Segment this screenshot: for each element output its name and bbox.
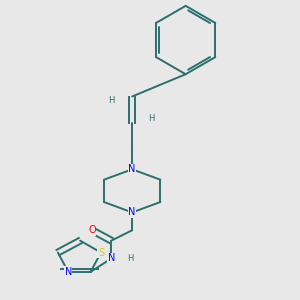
- Text: H: H: [108, 97, 115, 106]
- Text: N: N: [128, 164, 136, 174]
- Text: H: H: [128, 254, 134, 263]
- Text: H: H: [148, 114, 155, 123]
- Text: N: N: [108, 254, 115, 263]
- Text: N: N: [64, 267, 72, 277]
- Text: N: N: [128, 207, 136, 218]
- Text: S: S: [98, 248, 104, 257]
- Text: O: O: [88, 225, 96, 235]
